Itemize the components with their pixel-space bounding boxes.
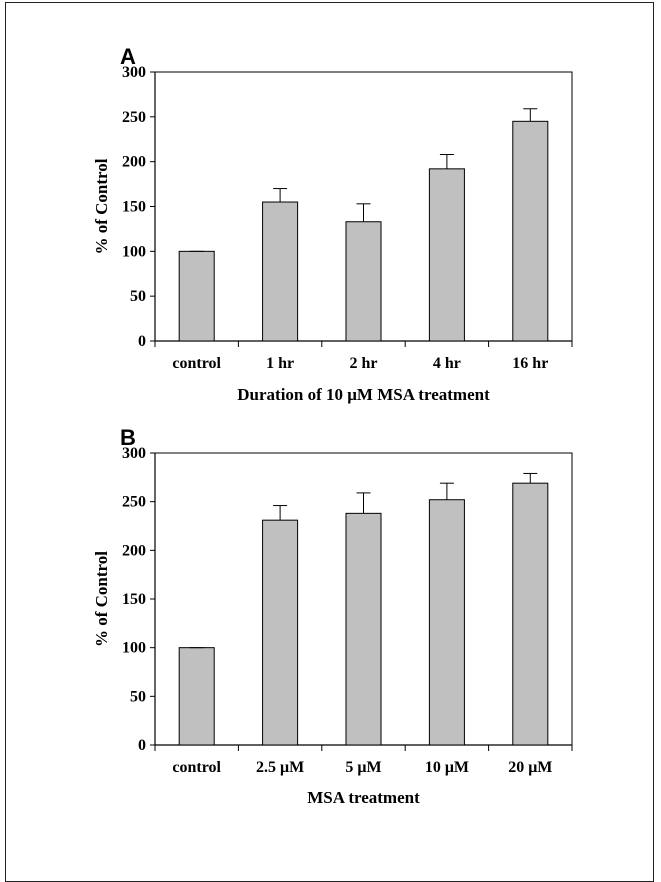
bar [345,221,382,342]
y-tick-label: 200 [122,542,146,559]
y-axis-title: % of Control [92,158,111,254]
bar [178,647,215,746]
x-category-label: 2.5 μM [256,759,304,776]
bar [428,168,465,342]
x-axis-title: MSA treatment [307,788,420,807]
y-axis-title: % of Control [92,551,111,647]
y-tick-label: 150 [122,591,146,608]
y-tick-label: 200 [122,154,146,171]
x-category-label: 2 hr [350,355,378,372]
y-tick-label: 300 [122,445,146,462]
panel-a-chart: A 0 50 100 150 200 250 300 control 1 hr 2 hr 4 hr 16… [92,44,573,404]
y-tick-label: 250 [122,494,146,511]
panel-b-chart: B 0 50 100 150 200 250 300 control 2.5 μM 5 μM 10 μ… [92,425,573,807]
panel-letter: A [120,44,136,69]
y-tick-label: 300 [122,64,146,81]
bar [262,519,299,746]
y-tick-label: 100 [122,243,146,260]
x-category-label: 16 hr [512,355,548,372]
x-category-label: 10 μM [425,759,469,776]
y-tick-label: 150 [122,199,146,216]
y-tick-label: 50 [130,688,146,705]
y-tick-label: 50 [130,288,146,305]
y-tick-label: 0 [138,333,146,350]
bar [345,512,382,746]
x-category-label: control [172,355,221,372]
x-category-label: 20 μM [508,759,552,776]
x-category-label: 5 μM [345,759,381,776]
bar [178,250,215,342]
x-axis-title: Duration of 10 μM MSA treatment [237,385,490,404]
bar [428,499,465,746]
y-tick-label: 0 [138,737,146,754]
bar [512,482,549,746]
bar [512,120,549,342]
figure-canvas: A 0 50 100 150 200 250 300 control 1 hr 2 hr 4 hr 16… [92,44,573,807]
x-category-label: control [172,759,221,776]
y-tick-label: 100 [122,640,146,657]
y-tick-label: 250 [122,109,146,126]
bar [262,201,299,342]
panel-letter: B [120,425,136,450]
x-category-label: 4 hr [433,355,461,372]
x-category-label: 1 hr [266,355,294,372]
